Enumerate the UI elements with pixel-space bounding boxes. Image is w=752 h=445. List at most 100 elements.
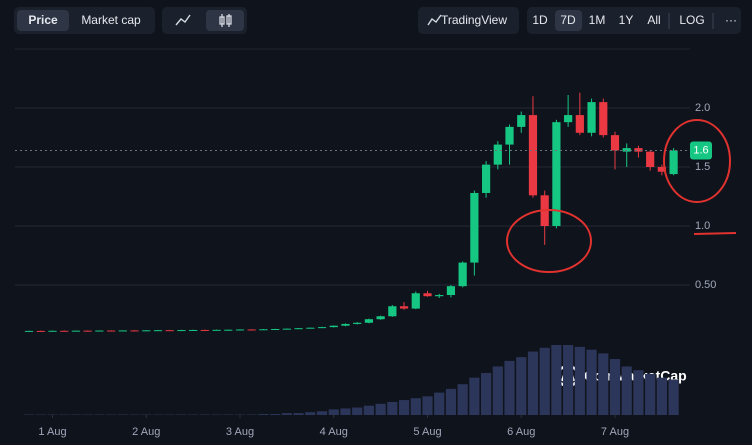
volume-bar <box>539 347 550 415</box>
candle-body <box>517 115 526 127</box>
candle-body <box>235 329 245 331</box>
volume-bar <box>633 370 644 415</box>
volume-bar <box>410 398 421 415</box>
candle-body <box>646 151 655 167</box>
candle-body <box>177 330 186 332</box>
y-tick-label: 0.50 <box>695 279 716 291</box>
price-label[interactable]: Price <box>28 13 58 27</box>
candle-body <box>130 330 139 332</box>
volume-bar <box>363 405 375 415</box>
volume-bar <box>492 366 503 415</box>
volume-bar <box>457 384 468 415</box>
volume-bar <box>270 414 281 415</box>
range-button[interactable]: 7D <box>560 13 576 27</box>
candle-body <box>364 319 374 323</box>
volume-bar <box>598 353 609 415</box>
candle-body <box>446 286 456 296</box>
volume-bar <box>352 407 363 415</box>
volume-bar <box>586 349 597 415</box>
price-button[interactable] <box>17 10 69 31</box>
annotation-circle <box>663 119 731 203</box>
volume-bar <box>551 345 562 415</box>
candle-body <box>153 330 163 332</box>
volume-bar <box>504 360 515 415</box>
volume-bar <box>293 413 304 415</box>
candle-body <box>470 192 479 263</box>
candle-body <box>95 330 104 332</box>
candle-body <box>247 329 256 331</box>
range-button[interactable]: 1D <box>532 13 548 27</box>
current-price-label: 1.6 <box>693 144 708 156</box>
candle-body <box>317 327 327 329</box>
volume-bar <box>387 401 398 415</box>
x-tick-label: 6 Aug <box>507 426 535 438</box>
range-button[interactable]: 1M <box>589 13 606 27</box>
annotation-line <box>693 232 737 235</box>
volume-bar <box>645 373 656 415</box>
y-tick-label: 1.5 <box>695 161 710 173</box>
candle-body <box>610 135 620 151</box>
candle-body <box>564 115 573 123</box>
market-cap-label[interactable]: Market cap <box>81 13 141 27</box>
candle-body <box>634 148 643 152</box>
volume-bar <box>328 409 339 415</box>
candle-body <box>587 102 596 133</box>
candle-body <box>71 330 81 332</box>
candle-body <box>622 148 631 152</box>
candle-body <box>458 262 467 287</box>
x-tick-label: 2 Aug <box>132 426 160 438</box>
volume-bar <box>527 351 539 415</box>
candle-body <box>36 330 45 332</box>
volume-bar <box>258 414 269 415</box>
candle-body <box>294 328 303 330</box>
volume-bar <box>480 373 492 415</box>
line-icon[interactable] <box>175 14 191 26</box>
volume-bar <box>445 388 457 415</box>
log-button[interactable]: LOG <box>679 13 704 27</box>
candle-body <box>657 167 666 172</box>
candle-body <box>189 329 198 331</box>
candle-body <box>481 164 491 193</box>
candle-body <box>552 122 561 226</box>
candle-body <box>212 329 221 331</box>
range-button[interactable]: 1Y <box>619 13 634 27</box>
candle-body <box>271 329 280 331</box>
candle-body <box>528 115 538 196</box>
candle-body <box>142 330 151 332</box>
volume-bar <box>281 413 292 415</box>
candle-body <box>669 150 678 175</box>
volume-bar <box>305 412 316 415</box>
candle-button[interactable] <box>206 10 244 31</box>
candle-body <box>399 306 409 309</box>
candle-body <box>599 102 608 136</box>
candle-body <box>60 330 69 332</box>
range-button[interactable]: All <box>647 13 660 27</box>
current-price-tag <box>690 141 712 160</box>
candle-body <box>306 327 315 329</box>
candle-body <box>24 330 34 332</box>
x-tick-label: 5 Aug <box>413 426 441 438</box>
volume-bar <box>656 377 667 415</box>
volume-bar <box>375 403 386 415</box>
candle-body <box>376 316 385 320</box>
volume-bar <box>316 411 328 415</box>
candle-body <box>435 295 444 297</box>
volume-bar <box>574 346 585 415</box>
x-tick-label: 7 Aug <box>601 426 629 438</box>
more-button[interactable]: ··· <box>725 13 737 27</box>
candle-body <box>423 293 432 297</box>
tradingview-label[interactable]: TradingView <box>441 13 507 27</box>
volume-bar <box>434 392 445 415</box>
tradingview-button[interactable] <box>418 7 519 34</box>
tradingview-icon <box>427 14 442 26</box>
candle-body <box>106 330 116 332</box>
candle-body <box>48 330 57 332</box>
candle-body <box>353 322 362 324</box>
candle-body <box>165 330 174 332</box>
candle-icon[interactable] <box>219 14 232 27</box>
volume-bar <box>668 379 679 415</box>
candle-body <box>118 330 127 332</box>
candle-body <box>329 325 338 328</box>
